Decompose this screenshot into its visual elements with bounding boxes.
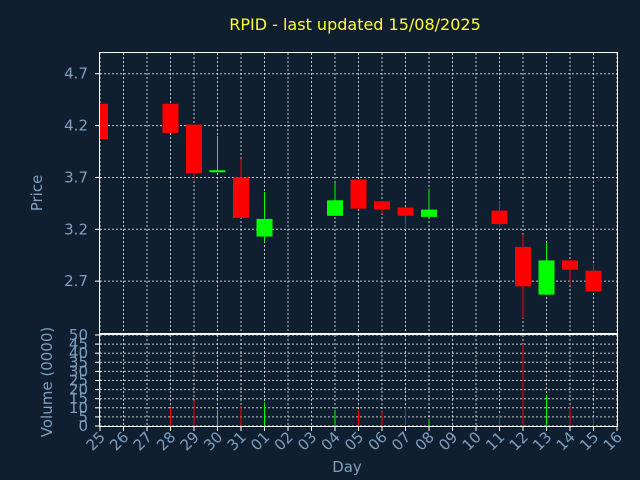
candle-body	[397, 207, 414, 216]
candle	[397, 207, 414, 230]
chart-title: RPID - last updated 15/08/2025	[229, 15, 481, 34]
candle	[350, 179, 367, 210]
candle-body	[562, 260, 578, 270]
price-tick-label: 4.2	[64, 117, 88, 135]
candle	[562, 260, 578, 286]
day-tick-label: 01	[247, 428, 273, 454]
day-tick-label: 30	[200, 428, 226, 454]
price-tick-label: 3.2	[64, 220, 88, 238]
day-tick-label: 09	[435, 428, 461, 454]
volume-tick-label: 35	[69, 353, 88, 371]
price-axis-label: Price	[28, 175, 46, 212]
day-tick-label: 10	[459, 428, 485, 454]
day-tick-label: 02	[271, 428, 297, 454]
candle-body	[256, 218, 273, 237]
volume-tick-label: 0	[78, 417, 88, 435]
price-plot-frame	[99, 52, 618, 334]
price-y-ticks: 2.7 3.2 3.7 4.2 4.7	[64, 65, 100, 290]
candle-body	[350, 179, 367, 209]
candles	[99, 103, 602, 319]
candle	[256, 191, 273, 242]
candle-body	[538, 260, 555, 295]
candle-body	[374, 201, 390, 210]
candle	[233, 158, 249, 218]
volume-tick-label: 30	[69, 362, 88, 380]
candle-body	[233, 177, 249, 218]
candle	[515, 234, 531, 319]
day-tick-label: 03	[294, 428, 320, 454]
candle-body	[100, 103, 108, 140]
volume-tick-label: 25	[69, 372, 88, 390]
price-tick-label: 3.7	[64, 168, 88, 186]
candle	[162, 103, 179, 133]
day-tick-label: 14	[553, 428, 579, 454]
day-tick-label: 04	[318, 428, 344, 454]
volume-bars	[170, 344, 594, 426]
day-x-ticks: 2526272829303101020304050607080910111213…	[83, 426, 626, 454]
day-tick-label: 13	[529, 428, 555, 454]
day-tick-label: 11	[482, 428, 508, 454]
candle-body	[585, 270, 602, 292]
candle	[327, 182, 343, 216]
candle-body	[491, 210, 508, 225]
day-tick-label: 05	[341, 428, 367, 454]
price-tick-label: 2.7	[64, 272, 88, 290]
candle-body	[209, 170, 226, 173]
day-tick-label: 16	[600, 428, 626, 454]
candle-body	[515, 246, 531, 287]
day-tick-label: 15	[576, 428, 602, 454]
day-tick-label: 08	[412, 428, 438, 454]
volume-tick-label: 15	[69, 390, 88, 408]
day-tick-label: 12	[506, 428, 532, 454]
day-tick-label: 31	[224, 428, 250, 454]
price-tick-label: 4.7	[64, 65, 88, 83]
candle-body	[327, 200, 343, 216]
day-tick-label: 27	[130, 428, 156, 454]
day-tick-label: 28	[153, 428, 179, 454]
day-axis-label: Day	[332, 458, 362, 476]
candle-body	[186, 124, 202, 174]
day-tick-label: 26	[106, 428, 132, 454]
candle	[585, 264, 602, 292]
volume-tick-label: 45	[69, 335, 88, 353]
day-tick-label: 07	[388, 428, 414, 454]
candle-body	[162, 103, 179, 133]
volume-grid	[99, 334, 618, 427]
day-tick-label: 06	[365, 428, 391, 454]
volume-tick-label: 40	[69, 344, 88, 362]
volume-tick-label: 20	[69, 381, 88, 399]
volume-tick-label: 5	[78, 408, 88, 426]
candle-body	[421, 209, 437, 217]
candle	[209, 135, 226, 173]
candle	[99, 103, 108, 140]
candle	[491, 201, 508, 228]
candle	[538, 241, 555, 295]
candle	[421, 188, 437, 217]
candle	[186, 124, 202, 180]
candle	[374, 201, 390, 214]
volume-tick-label: 50	[69, 326, 88, 344]
volume-tick-label: 10	[69, 399, 88, 417]
day-tick-label: 29	[177, 428, 203, 454]
volume-axis-label: Volume (0000)	[38, 327, 56, 437]
